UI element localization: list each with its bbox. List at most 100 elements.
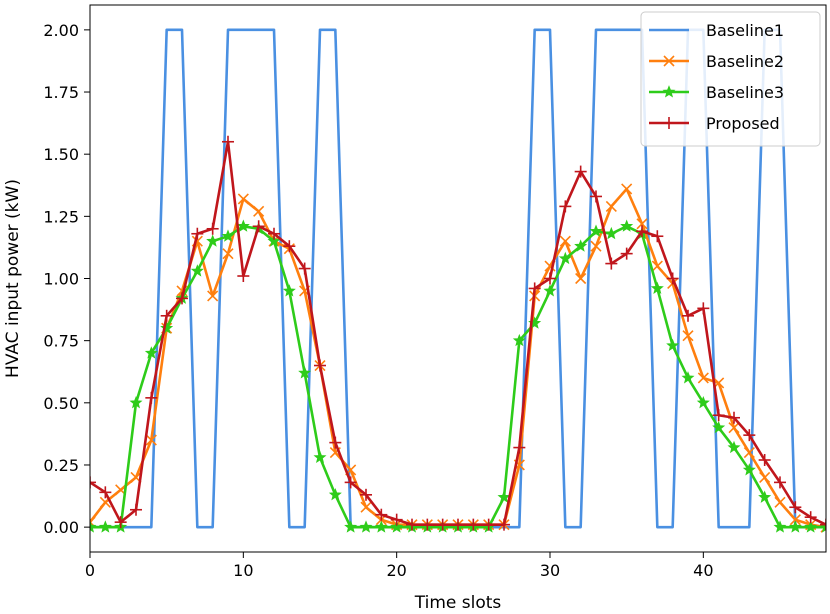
data-point: [636, 218, 648, 230]
data-point: [743, 446, 755, 459]
data-point: [774, 496, 786, 508]
y-tick-label: 2.00: [43, 21, 79, 40]
y-axis: 0.00 0.25 0.50 0.75 1.00 1.25 1.50 1.75 2.00: [43, 21, 90, 537]
data-point: [820, 518, 826, 531]
data-point: [497, 490, 511, 503]
data-point: [313, 450, 327, 464]
data-point: [421, 518, 434, 531]
data-point: [651, 230, 664, 243]
y-tick-label: 1.00: [43, 270, 79, 289]
data-point: [697, 372, 709, 384]
data-point: [620, 247, 633, 260]
data-point: [590, 240, 602, 252]
data-point: [558, 251, 572, 265]
data-point: [621, 183, 633, 195]
data-point: [636, 225, 648, 238]
data-point: [605, 200, 617, 212]
data-point: [160, 321, 174, 334]
data-point: [696, 395, 710, 409]
data-point: [360, 501, 372, 513]
data-point: [697, 302, 710, 315]
legend: Baseline1 Baseline2 Baseline3 Proposed: [640, 11, 821, 147]
data-point: [543, 284, 557, 297]
data-point: [328, 487, 342, 501]
data-point: [253, 205, 265, 217]
data-point: [574, 239, 588, 252]
data-point: [298, 366, 312, 379]
series-baseline1: [90, 28, 826, 529]
legend-label: Proposed: [706, 114, 780, 133]
x-tick-label: 10: [233, 561, 253, 580]
y-tick-label: 1.50: [43, 145, 79, 164]
data-point: [662, 85, 676, 98]
y-axis-label: HVAC input power (kW): [3, 179, 23, 378]
data-point: [681, 371, 695, 384]
data-point: [329, 436, 342, 449]
data-point: [374, 520, 388, 533]
data-point: [90, 520, 97, 533]
data-point: [344, 476, 357, 489]
data-point: [604, 226, 618, 240]
data-point: [650, 281, 664, 294]
data-point: [605, 257, 618, 270]
data-point: [144, 346, 158, 359]
data-point: [222, 248, 234, 260]
data-point: [728, 422, 740, 434]
data-point: [789, 514, 801, 526]
x-axis-label: Time slots: [414, 593, 502, 613]
data-point: [804, 520, 818, 533]
data-point: [663, 55, 675, 67]
data-point: [406, 518, 418, 531]
data-point: [467, 518, 480, 531]
data-point: [298, 262, 311, 275]
data-point: [528, 282, 541, 295]
data-point: [221, 229, 235, 242]
data-point: [682, 330, 694, 342]
data-point: [191, 227, 204, 240]
data-point: [804, 511, 817, 524]
y-tick-label: 1.25: [43, 207, 79, 226]
data-point: [237, 193, 249, 205]
data-point: [344, 520, 358, 533]
data-point: [651, 260, 663, 272]
y-tick-label: 0.75: [43, 332, 79, 351]
y-tick-label: 0.25: [43, 456, 79, 475]
data-point: [758, 490, 772, 503]
data-point: [99, 486, 112, 499]
data-point: [375, 508, 388, 521]
data-point: [237, 270, 250, 283]
x-tick-label: 20: [386, 561, 406, 580]
data-point: [90, 476, 96, 489]
data-point: [512, 333, 526, 347]
data-point: [222, 135, 234, 148]
y-tick-label: 1.75: [43, 83, 79, 102]
data-point: [236, 219, 250, 232]
data-point: [773, 520, 787, 533]
data-point: [98, 520, 112, 533]
x-tick-label: 40: [693, 561, 713, 580]
data-point: [758, 454, 771, 467]
legend-label: Baseline1: [706, 21, 784, 40]
x-tick-label: 0: [85, 561, 95, 580]
data-point: [114, 516, 127, 529]
data-point: [190, 264, 204, 277]
data-point: [774, 476, 786, 489]
data-point: [206, 234, 220, 247]
legend-item: Baseline2: [649, 52, 784, 71]
data-point: [712, 409, 725, 422]
data-point: [283, 240, 296, 253]
data-point: [559, 200, 572, 213]
data-point: [314, 359, 326, 372]
data-point: [559, 235, 571, 247]
series-line: [90, 187, 826, 529]
x-tick-label: 30: [540, 561, 560, 580]
data-point: [482, 518, 495, 531]
data-point: [666, 272, 679, 285]
data-point: [160, 309, 173, 322]
x-axis: 0 10 20 30 40: [85, 552, 714, 580]
data-point: [620, 219, 634, 232]
data-point: [207, 290, 219, 302]
data-point: [544, 272, 556, 285]
data-point: [130, 503, 142, 516]
